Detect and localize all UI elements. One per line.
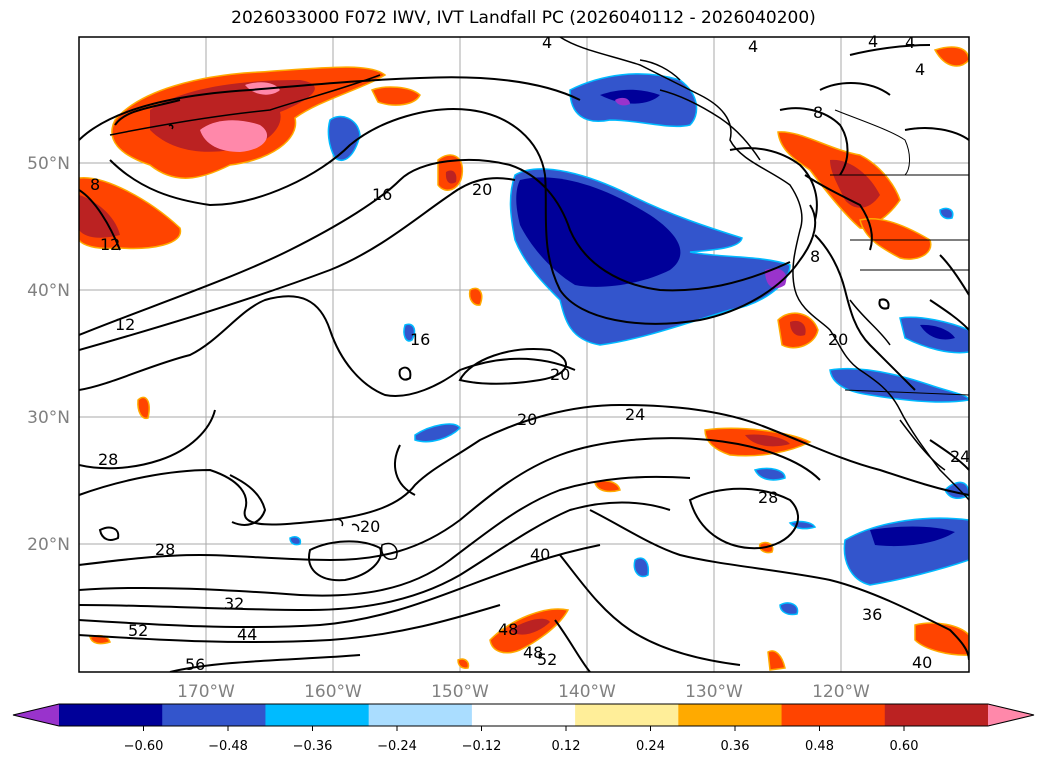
contour-label: 24 (625, 405, 645, 424)
contour-label: 56 (185, 655, 205, 674)
lat-tick-label: 40°N (27, 281, 70, 301)
contour-label: 4 (748, 37, 758, 56)
contour-label: 12 (100, 235, 120, 254)
colorbar-tick-label: −0.36 (293, 739, 333, 754)
map-frame (78, 36, 970, 673)
figure-title: 2026033000 F072 IWV, IVT Landfall PC (20… (231, 8, 816, 28)
contour-label: 28 (155, 540, 175, 559)
contour-label: 4 (915, 60, 925, 79)
colorbar-segment (884, 704, 989, 726)
colorbar-segments (59, 704, 989, 726)
ivt-contours (79, 44, 969, 672)
contour-label: 44 (237, 625, 257, 644)
contour-label: 52 (128, 621, 148, 640)
contour-label: 40 (912, 653, 932, 672)
negative-anomaly-fields (289, 73, 969, 616)
map-gridlines (79, 37, 969, 672)
colorbar-segment (59, 704, 163, 726)
colorbar-segment (265, 704, 370, 726)
contour-label-group: 4 4 4 4 4 8 8 8 12 12 16 16 20 20 20 20 … (90, 32, 970, 674)
contour-label: 36 (862, 605, 882, 624)
lon-tick-label: 120°W (812, 682, 870, 702)
contour-label: 48 (523, 643, 543, 662)
lat-tick-label: 50°N (27, 154, 70, 174)
colorbar-tick-label: 0.36 (721, 739, 750, 754)
contour-label: 4 (905, 33, 915, 52)
positive-anomaly-fields (79, 46, 969, 671)
colorbar-tick-labels: −0.60 −0.48 −0.36 −0.24 −0.12 0.12 0.24 … (124, 739, 919, 754)
contour-label: 28 (98, 450, 118, 469)
latitude-labels: 50°N 40°N 30°N 20°N (27, 154, 70, 555)
colorbar-tick-label: −0.48 (208, 739, 248, 754)
contour-label: 48 (498, 620, 518, 639)
colorbar-segment (162, 704, 266, 726)
colorbar-extension-high (988, 704, 1034, 726)
contour-label: 4 (868, 32, 878, 51)
contour-label: 20 (360, 517, 380, 536)
colorbar-segment (678, 704, 783, 726)
borders (830, 109, 969, 396)
contour-label: 16 (410, 330, 430, 349)
colorbar-ticks (143, 726, 905, 731)
longitude-labels: 170°W 160°W 150°W 140°W 130°W 120°W (177, 682, 870, 702)
contour-label: 8 (810, 247, 820, 266)
colorbar-tick-label: 0.24 (636, 739, 665, 754)
contour-label: 20 (517, 410, 537, 429)
contour-label: 8 (90, 175, 100, 194)
colorbar-segment (368, 704, 473, 726)
contour-label: 20 (828, 330, 848, 349)
lon-tick-label: 140°W (558, 682, 616, 702)
contour-label: 20 (550, 365, 570, 384)
lat-tick-label: 20°N (27, 535, 70, 555)
lat-tick-label: 30°N (27, 408, 70, 428)
colorbar-segment (471, 704, 576, 726)
colorbar-segment (575, 704, 679, 726)
lon-tick-label: 170°W (177, 682, 235, 702)
coastlines (109, 37, 969, 560)
contour-label: 28 (758, 488, 778, 507)
contour-label: 8 (813, 103, 823, 122)
colorbar-tick-label: 0.60 (890, 739, 919, 754)
colorbar-extension-low (13, 704, 59, 726)
colorbar-segment (781, 704, 886, 726)
colorbar-tick-label: 0.12 (552, 739, 581, 754)
colorbar-tick-label: −0.24 (377, 739, 417, 754)
contour-label: 20 (472, 180, 492, 199)
contour-label: 12 (115, 315, 135, 334)
contour-label: 32 (224, 594, 244, 613)
contour-label: 52 (537, 650, 557, 669)
contour-label: 24 (950, 447, 970, 466)
lon-tick-label: 150°W (431, 682, 489, 702)
contour-label: 4 (542, 33, 552, 52)
colorbar-tick-label: −0.60 (124, 739, 164, 754)
lon-tick-label: 130°W (685, 682, 743, 702)
lon-tick-label: 160°W (304, 682, 362, 702)
colorbar-outline (12, 703, 1035, 727)
colorbar: −0.60 −0.48 −0.36 −0.24 −0.12 0.12 0.24 … (12, 703, 1035, 754)
contour-label: 40 (530, 545, 550, 564)
colorbar-tick-label: −0.12 (462, 739, 502, 754)
colorbar-tick-label: 0.48 (805, 739, 834, 754)
contour-label: 16 (372, 185, 392, 204)
